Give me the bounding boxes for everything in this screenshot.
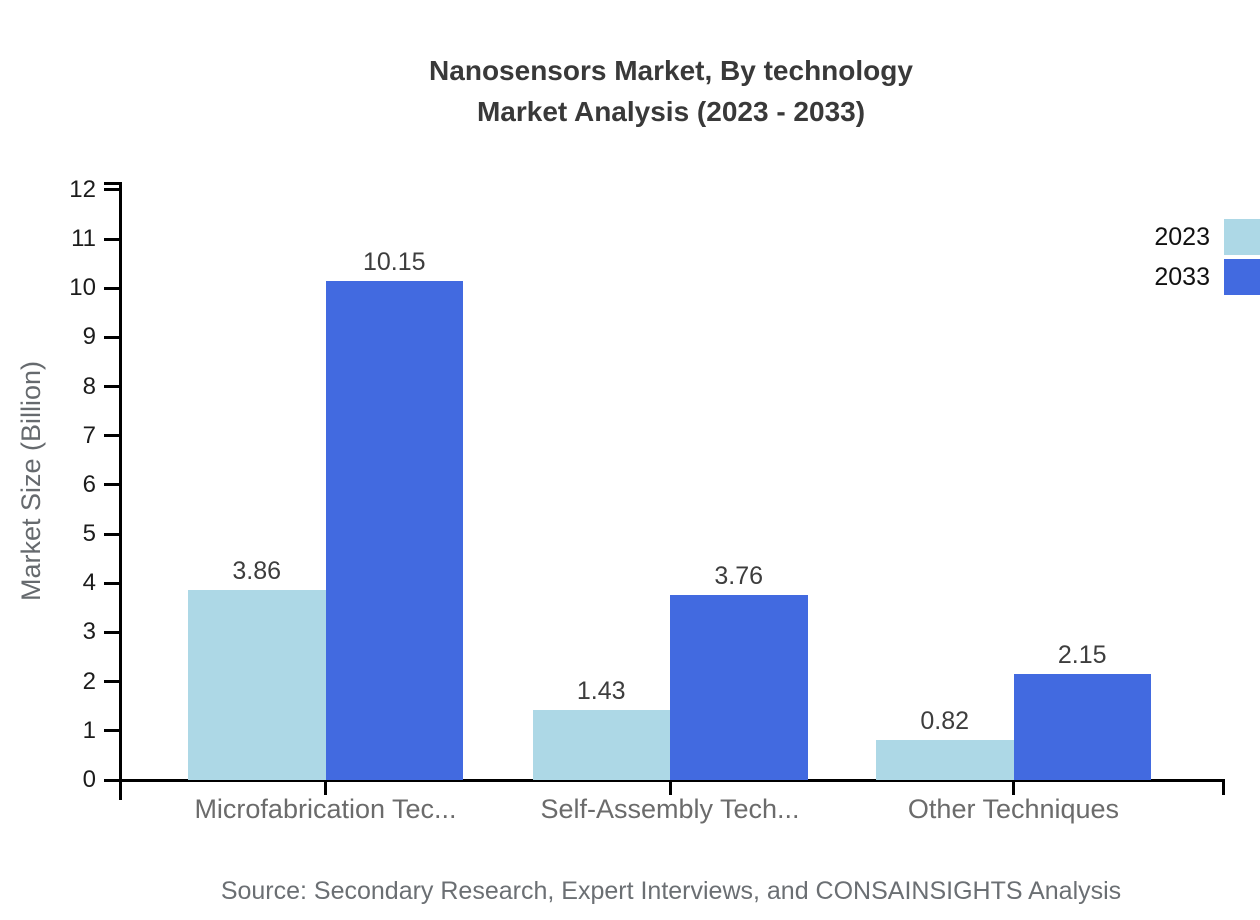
value-label: 0.82 — [920, 706, 970, 735]
y-axis-tick — [104, 335, 119, 339]
y-axis-tick — [104, 532, 119, 536]
bar-2033 — [670, 595, 808, 780]
y-axis-tick-label: 2 — [82, 667, 96, 695]
value-label: 1.43 — [576, 676, 626, 705]
y-axis-tick-label: 8 — [82, 372, 96, 400]
y-axis-tick — [104, 680, 119, 684]
category-label: Microfabrication Tec... — [194, 794, 457, 824]
legend-label: 2033 — [1154, 263, 1210, 291]
value-label: 10.15 — [362, 247, 426, 276]
bar-2023 — [532, 709, 670, 780]
y-axis-tick-label: 6 — [82, 470, 96, 498]
y-axis-line — [119, 182, 122, 800]
x-axis-tick — [668, 780, 672, 795]
y-axis-tick — [104, 188, 119, 192]
value-label: 3.76 — [714, 562, 764, 591]
y-axis-tick-label: 4 — [82, 569, 96, 597]
y-axis-tick — [104, 581, 119, 585]
y-axis-tick-label: 5 — [82, 520, 96, 548]
y-axis-tick — [104, 729, 119, 733]
chart-title-line2: Market Analysis (2023 - 2033) — [476, 96, 866, 127]
chart-title: Nanosensors Market, By technology Market… — [120, 50, 1222, 132]
x-axis-tick — [1012, 780, 1015, 795]
y-axis-tick-label: 12 — [69, 175, 96, 203]
y-axis-tick-label: 9 — [82, 323, 96, 351]
x-axis-end-cap — [1222, 780, 1225, 795]
legend-swatch — [1224, 259, 1260, 295]
y-axis-tick-label: 7 — [82, 421, 96, 449]
bar-2023 — [876, 739, 1014, 780]
y-axis-tick — [104, 630, 119, 634]
y-axis-tick-label: 0 — [82, 766, 96, 793]
y-axis-tick — [104, 778, 119, 782]
y-axis-tick — [104, 385, 119, 389]
y-axis-tick-label: 3 — [82, 618, 96, 646]
category-label: Self-Assembly Tech... — [540, 794, 800, 824]
y-axis-tick — [104, 286, 119, 290]
y-axis-top-cap — [104, 182, 119, 185]
legend-label: 2023 — [1154, 223, 1210, 251]
y-axis-tick — [104, 237, 119, 241]
x-axis-line — [119, 778, 1225, 782]
category-label: Other Techniques — [907, 794, 1120, 824]
x-axis-tick — [324, 780, 327, 795]
bar-2033 — [1013, 674, 1151, 780]
legend-swatch — [1224, 219, 1260, 255]
bar-2023 — [188, 590, 326, 780]
chart-title-line1: Nanosensors Market, By technology — [429, 55, 913, 86]
source-caption: Source: Secondary Research, Expert Inter… — [220, 877, 1122, 905]
y-axis-tick-label: 1 — [82, 716, 96, 744]
value-label: 2.15 — [1057, 641, 1107, 670]
y-axis-tick-label: 10 — [69, 274, 96, 302]
y-axis-tick-label: 11 — [71, 225, 96, 253]
y-axis-tick — [104, 483, 119, 487]
y-axis-tick — [104, 434, 119, 438]
bar-2033 — [325, 280, 463, 780]
value-label: 3.86 — [232, 557, 282, 586]
